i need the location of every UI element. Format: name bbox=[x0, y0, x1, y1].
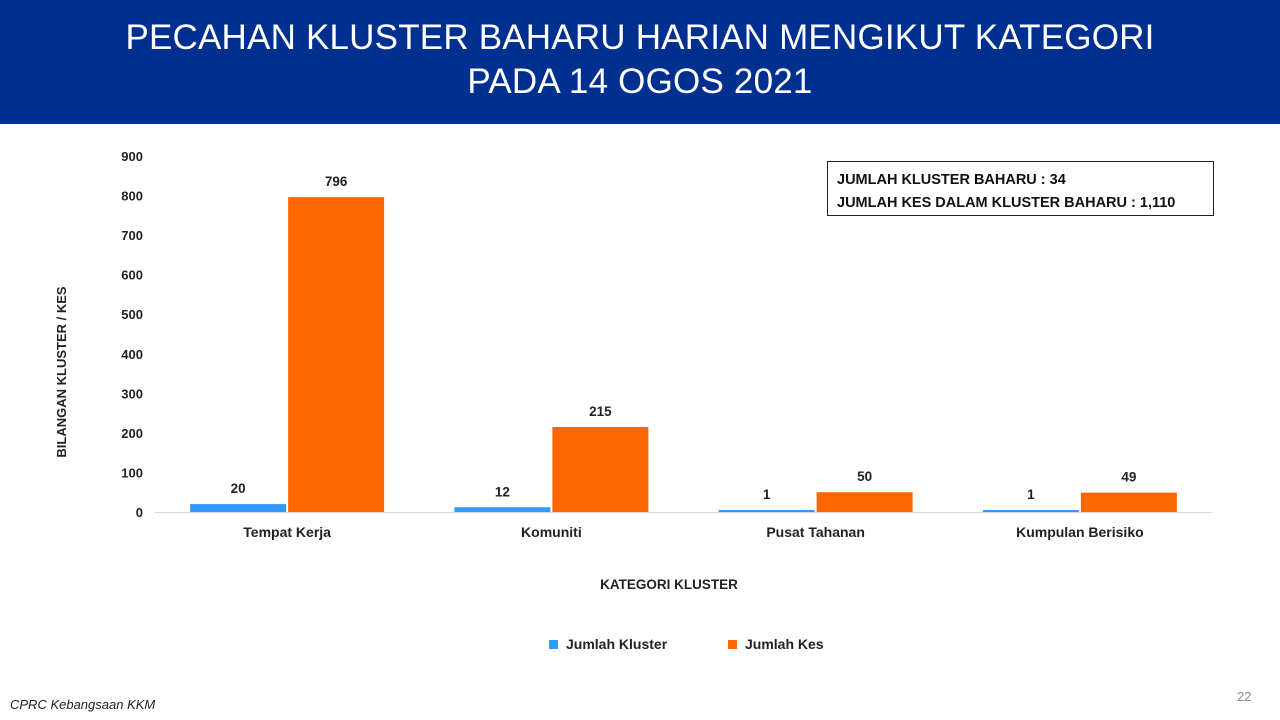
data-label-kes: 49 bbox=[1121, 470, 1136, 485]
y-tick-label: 700 bbox=[121, 228, 143, 243]
data-label-kluster: 12 bbox=[495, 484, 510, 499]
legend-label-kes: Jumlah Kes bbox=[745, 636, 824, 652]
bar-kes bbox=[1080, 492, 1177, 512]
summary-total-clusters: JUMLAH KLUSTER BAHARU : 34 bbox=[837, 172, 1066, 188]
x-tick-label: Kumpulan Berisiko bbox=[1016, 524, 1144, 540]
data-label-kluster: 1 bbox=[763, 487, 771, 502]
page-title-line1: PECAHAN KLUSTER BAHARU HARIAN MENGIKUT K… bbox=[125, 18, 1155, 57]
legend-swatch-kluster bbox=[549, 639, 558, 649]
summary-total-cases: JUMLAH KES DALAM KLUSTER BAHARU : 1,110 bbox=[837, 195, 1176, 211]
y-tick-label: 400 bbox=[121, 347, 143, 362]
x-tick-label: Komuniti bbox=[521, 524, 582, 540]
y-tick-label: 100 bbox=[121, 465, 143, 480]
bar-kes bbox=[552, 426, 649, 512]
data-label-kes: 215 bbox=[589, 404, 612, 419]
title-banner: PECAHAN KLUSTER BAHARU HARIAN MENGIKUT K… bbox=[0, 0, 1280, 124]
legend-swatch-kes bbox=[728, 639, 737, 649]
x-tick-label: Pusat Tahanan bbox=[766, 524, 865, 540]
bar-kluster bbox=[982, 510, 1079, 512]
summary-box: JUMLAH KLUSTER BAHARU : 34 JUMLAH KES DA… bbox=[827, 161, 1214, 216]
data-label-kes: 50 bbox=[857, 469, 872, 484]
y-tick-label: 300 bbox=[121, 386, 143, 401]
page-number: 22 bbox=[1237, 689, 1252, 704]
bar-kes bbox=[288, 197, 385, 512]
y-tick-label: 800 bbox=[121, 189, 143, 204]
y-axis-title: BILANGAN KLUSTER / KES bbox=[54, 286, 69, 458]
y-tick-label: 200 bbox=[121, 426, 143, 441]
page-title-line2: PADA 14 OGOS 2021 bbox=[467, 62, 813, 101]
y-tick-label: 600 bbox=[121, 268, 143, 283]
bar-kluster bbox=[718, 510, 815, 512]
bar-kluster bbox=[454, 507, 551, 512]
data-label-kes: 796 bbox=[325, 174, 348, 189]
y-tick-label: 500 bbox=[121, 307, 143, 322]
x-tick-label: Tempat Kerja bbox=[243, 524, 331, 540]
source-credit: CPRC Kebangsaan KKM bbox=[10, 697, 156, 712]
legend-item-kluster: Jumlah Kluster bbox=[549, 636, 667, 652]
legend-item-kes: Jumlah Kes bbox=[728, 636, 824, 652]
bar-kes bbox=[816, 492, 913, 512]
data-label-kluster: 20 bbox=[231, 481, 246, 496]
bar-kluster bbox=[190, 504, 287, 512]
legend-label-kluster: Jumlah Kluster bbox=[566, 636, 668, 652]
x-axis-title: KATEGORI KLUSTER bbox=[600, 577, 738, 592]
y-tick-label: 0 bbox=[136, 505, 143, 520]
y-tick-label: 900 bbox=[121, 149, 143, 164]
data-label-kluster: 1 bbox=[1027, 487, 1035, 502]
bar-chart: 0 100 200 300 400 500 600 700 800 900 20 796 Tempat … bbox=[54, 149, 1212, 592]
